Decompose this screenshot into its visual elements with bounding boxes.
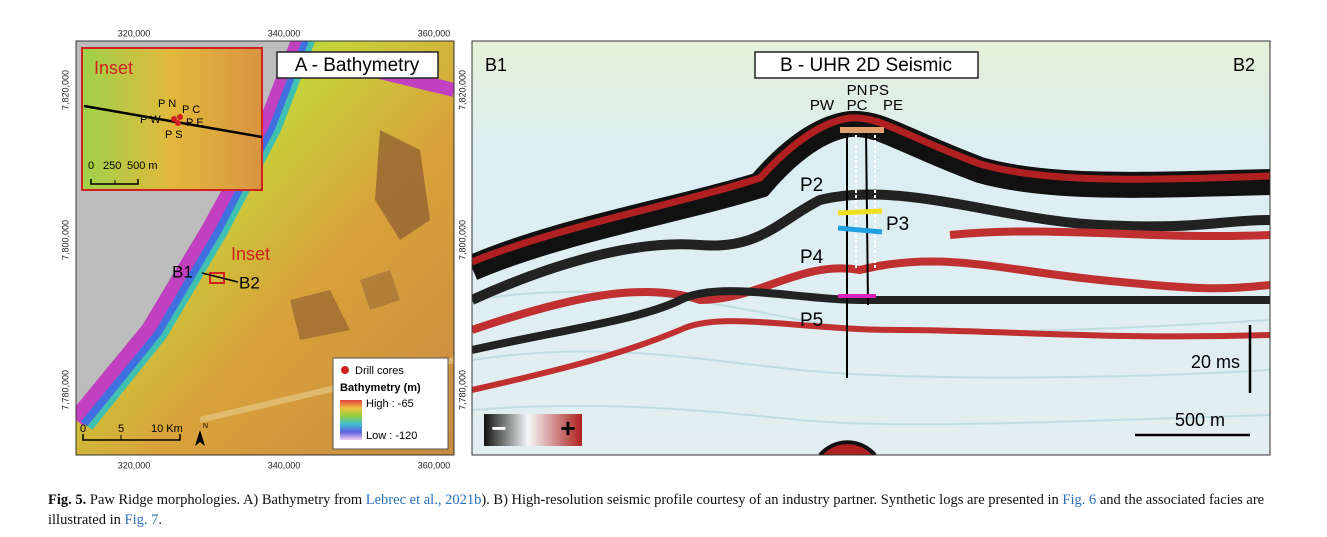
legend-title: Bathymetry (m) [340,382,421,394]
caption-segment: and the associated facies are illustrate… [48,492,1265,528]
reference-link[interactable]: Lebrec et al., 2021b [365,492,482,508]
profile-end: B1 [485,55,507,75]
well-label: PN [847,82,868,99]
caption-segment: Paw Ridge morphologies. A) Bathymetry fr… [86,492,366,508]
unit-label: P5 [800,310,823,331]
scale-label: 250 [103,160,121,172]
well-label: P N [158,98,176,110]
profile-end: B1 [172,262,193,281]
scale-label: 500 m [127,160,158,172]
well-label: PW [810,97,835,114]
caption-segment: ). B) High-resolution seismic profile co… [481,492,1063,508]
x-tick: 360,000 [418,460,451,470]
y-tick: 7,820,000 [60,70,70,110]
seismic-profile [472,41,1270,455]
horizontal-scale: 500 m [1175,410,1225,430]
inset-title: Inset [94,58,133,78]
x-tick: 320,000 [118,28,151,38]
y-tick: 7,800,000 [457,220,467,260]
vertical-scale: 20 ms [1191,352,1240,372]
y-tick: 7,800,000 [60,220,70,260]
unit-label: P3 [886,214,909,235]
y-tick: 7,820,000 [457,70,467,110]
legend-low: Low : -120 [366,430,417,442]
well-label: P C [182,104,200,116]
well-label: P W [140,114,161,126]
well-label: P S [165,129,183,141]
well-label: PC [847,97,868,114]
polarity-label: − [491,413,506,443]
scale-label: 5 [118,423,124,435]
legend-entry: Drill cores [355,365,404,377]
profile-end: B2 [239,273,260,292]
north-label: N [203,423,208,430]
legend-high: High : -65 [366,398,414,410]
scale-label: 0 [88,160,94,172]
caption-label: Fig. 5. [48,492,87,508]
polarity-label: + [560,413,575,443]
profile-end: B2 [1233,55,1255,75]
y-tick: 7,780,000 [457,370,467,410]
x-tick: 340,000 [268,28,301,38]
x-tick: 340,000 [268,460,301,470]
bathymetry-map [76,41,454,455]
scale-label: 10 Km [151,423,183,435]
x-tick: 320,000 [118,460,151,470]
well-label: PE [883,97,903,114]
scale-label: 0 [80,423,86,435]
caption-text: Paw Ridge morphologies. A) Bathymetry fr… [48,492,1264,528]
reference-link[interactable]: Fig. 7 [124,512,159,528]
unit-label: P2 [800,175,823,196]
well-label: P E [186,117,204,129]
panel-title: A - Bathymetry [295,55,420,76]
well-label: PS [869,82,889,99]
panel-title: B - UHR 2D Seismic [780,55,952,76]
x-tick: 360,000 [418,28,451,38]
caption-segment: . [158,512,162,528]
reference-link[interactable]: Fig. 6 [1062,492,1097,508]
caption: Fig. 5. Paw Ridge morphologies. A) Bathy… [48,490,1298,530]
inset-marker: Inset [231,244,270,264]
unit-label: P4 [800,247,824,268]
y-tick: 7,780,000 [60,370,70,410]
figure: Inset P N P C P W P E P S 0 250 500 m A … [60,28,1271,470]
